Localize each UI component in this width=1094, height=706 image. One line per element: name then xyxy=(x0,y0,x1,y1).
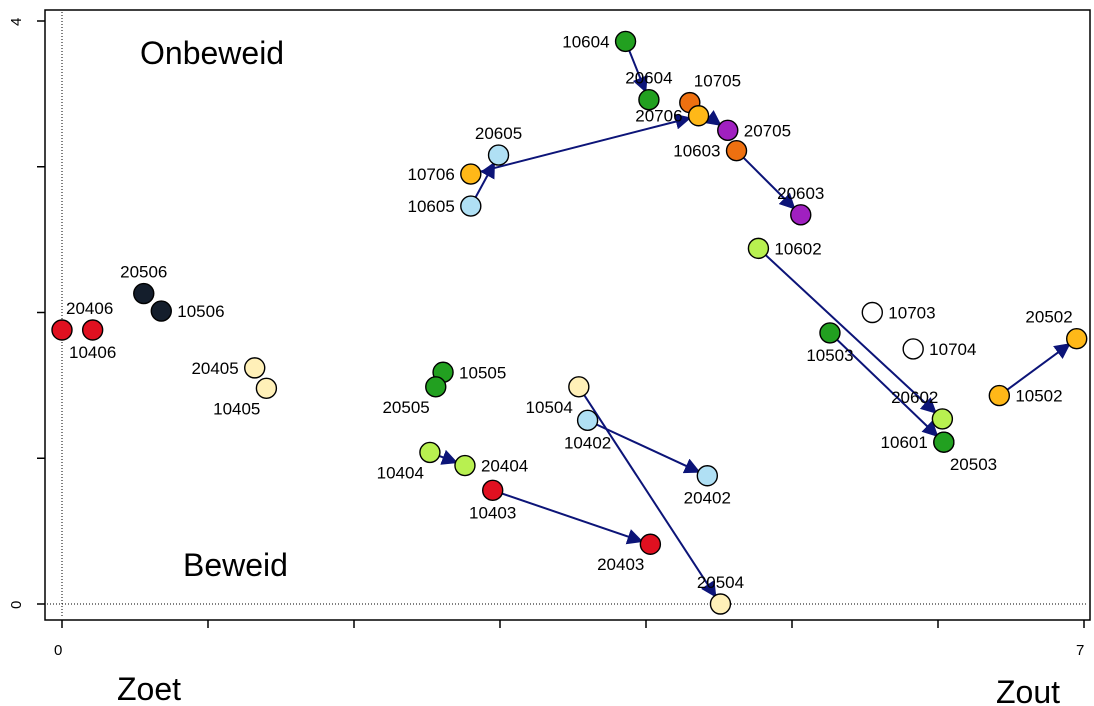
point-20605 xyxy=(487,144,510,166)
point-label-10704: 10704 xyxy=(929,340,976,359)
point-label-10706: 10706 xyxy=(408,165,455,184)
y-tick-label: 0 xyxy=(8,601,25,609)
point-label-10703: 10703 xyxy=(888,304,935,323)
point-10402 xyxy=(576,409,599,432)
arrows-layer xyxy=(429,41,1071,598)
arrow-10503-to-20503 xyxy=(829,332,939,438)
point-label-20402: 20402 xyxy=(684,489,731,508)
point-20406 xyxy=(51,319,73,341)
point-label-10403: 10403 xyxy=(469,503,516,522)
plot-frame xyxy=(44,9,1091,621)
point-label-20406: 20406 xyxy=(66,299,113,318)
annotation-beweid: Beweid xyxy=(183,547,288,583)
point-10605 xyxy=(460,195,482,217)
point-10704 xyxy=(902,338,924,360)
point-10604 xyxy=(614,30,637,53)
point-10706 xyxy=(460,163,482,185)
point-20604 xyxy=(638,89,660,111)
y-axis: 04 xyxy=(8,18,45,609)
point-20706 xyxy=(687,105,710,127)
point-label-10602: 10602 xyxy=(774,239,821,258)
reference-lines xyxy=(47,12,1088,618)
point-label-20604: 20604 xyxy=(625,69,672,88)
point-10506 xyxy=(150,300,172,322)
point-label-10502: 10502 xyxy=(1015,387,1062,406)
point-label-10404: 10404 xyxy=(377,463,424,482)
point-10403 xyxy=(482,479,504,502)
arrow-10502-to-20502 xyxy=(998,343,1071,397)
point-10404 xyxy=(419,441,441,464)
x-tick-label: 7 xyxy=(1076,642,1084,659)
arrow-10706-to-20706 xyxy=(470,113,692,176)
annotation-onbeweid: Onbeweid xyxy=(140,35,284,71)
point-20403 xyxy=(639,533,662,555)
point-label-20504: 20504 xyxy=(697,573,744,592)
arrow-10504-to-20504 xyxy=(578,386,717,598)
point-20506 xyxy=(133,282,155,305)
point-20603 xyxy=(790,204,812,226)
point-label-20502: 20502 xyxy=(1025,308,1072,327)
point-10504 xyxy=(568,376,590,398)
point-label-10605: 10605 xyxy=(408,197,455,216)
point-20505 xyxy=(425,376,447,398)
point-10603 xyxy=(725,140,748,162)
annotation-zout: Zout xyxy=(996,674,1060,706)
point-label-20602: 20602 xyxy=(891,388,938,407)
point-label-20404: 20404 xyxy=(481,457,528,476)
point-label-10505: 10505 xyxy=(459,363,506,382)
point-label-20603: 20603 xyxy=(777,184,824,203)
arrow-10403-to-20403 xyxy=(492,489,644,545)
point-label-10402: 10402 xyxy=(564,433,611,452)
point-label-20506: 20506 xyxy=(120,263,167,282)
points-layer xyxy=(51,30,1088,615)
point-10503 xyxy=(819,322,841,344)
point-label-20705: 20705 xyxy=(744,121,791,140)
point-label-20605: 20605 xyxy=(475,124,522,143)
point-label-10406: 10406 xyxy=(69,343,116,362)
point-20503 xyxy=(933,431,955,453)
point-label-10705: 10705 xyxy=(694,72,741,91)
point-10405 xyxy=(255,377,278,399)
point-label-10603: 10603 xyxy=(673,142,720,161)
arrow-10602-to-20602 xyxy=(757,247,937,414)
point-20402 xyxy=(696,465,719,487)
point-10602 xyxy=(747,237,770,260)
point-10703 xyxy=(861,301,883,324)
point-label-10601: 10601 xyxy=(881,433,928,452)
point-label-20405: 20405 xyxy=(191,359,238,378)
point-20405 xyxy=(244,357,266,379)
point-label-10604: 10604 xyxy=(562,32,609,51)
point-10406 xyxy=(81,319,104,341)
point-label-10503: 10503 xyxy=(806,346,853,365)
x-tick-label: 0 xyxy=(54,642,62,659)
point-label-20403: 20403 xyxy=(597,555,644,574)
annotation-zoet: Zoet xyxy=(117,671,181,706)
arrow-10603-to-20603 xyxy=(735,150,796,210)
point-20504 xyxy=(709,593,732,615)
point-label-20503: 20503 xyxy=(950,455,997,474)
point-20502 xyxy=(1065,328,1088,350)
y-tick-label: 4 xyxy=(8,18,25,26)
point-20404 xyxy=(454,454,476,477)
point-label-20706: 20706 xyxy=(635,107,682,126)
point-label-10506: 10506 xyxy=(177,302,224,321)
point-label-10405: 10405 xyxy=(213,399,260,418)
point-label-10504: 10504 xyxy=(526,398,573,417)
point-labels-layer: 10604 20604 10705 20706 20705 10603 20603 10602… xyxy=(66,32,1073,592)
point-label-20505: 20505 xyxy=(382,398,429,417)
point-20602 xyxy=(931,408,954,430)
point-20705 xyxy=(717,119,739,142)
point-10502 xyxy=(988,384,1011,407)
